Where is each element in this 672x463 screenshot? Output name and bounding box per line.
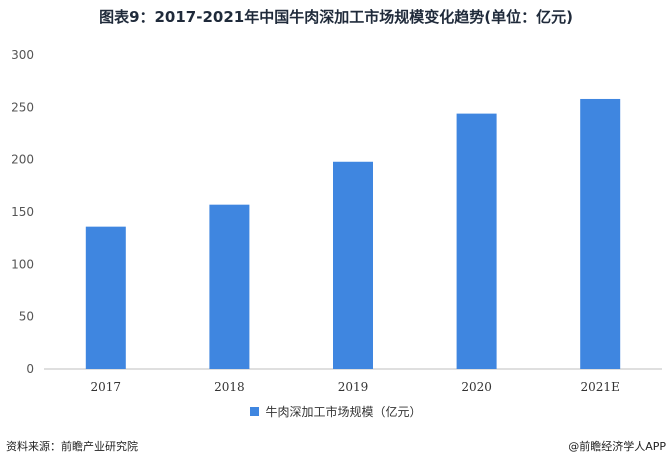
y-tick-label: 0 bbox=[26, 362, 34, 376]
brand-credit: @前瞻经济学人APP bbox=[568, 440, 666, 453]
x-tick-label: 2018 bbox=[214, 380, 245, 394]
legend-label: 牛肉深加工市场规模（亿元） bbox=[265, 405, 422, 419]
x-tick-label: 2020 bbox=[461, 380, 492, 394]
y-tick-label: 50 bbox=[19, 310, 34, 324]
x-tick-label: 2017 bbox=[91, 380, 122, 394]
bar bbox=[209, 204, 250, 369]
chart-title: 图表9：2017-2021年中国牛肉深加工市场规模变化趋势(单位：亿元) bbox=[99, 8, 573, 26]
bar bbox=[85, 226, 126, 369]
y-tick-label: 100 bbox=[11, 257, 34, 271]
y-tick-label: 200 bbox=[11, 153, 34, 167]
x-tick-label: 2021E bbox=[581, 380, 620, 394]
y-tick-label: 150 bbox=[11, 205, 34, 219]
x-tick-label: 2019 bbox=[338, 380, 369, 394]
legend-swatch bbox=[250, 407, 260, 416]
y-tick-label: 300 bbox=[11, 48, 34, 62]
source-note: 资料来源：前瞻产业研究院 bbox=[6, 440, 138, 453]
bar bbox=[333, 161, 373, 369]
bar bbox=[580, 98, 621, 370]
chart-legend: 牛肉深加工市场规模（亿元） bbox=[0, 403, 672, 420]
y-tick-label: 250 bbox=[11, 100, 34, 114]
bar bbox=[456, 113, 497, 369]
